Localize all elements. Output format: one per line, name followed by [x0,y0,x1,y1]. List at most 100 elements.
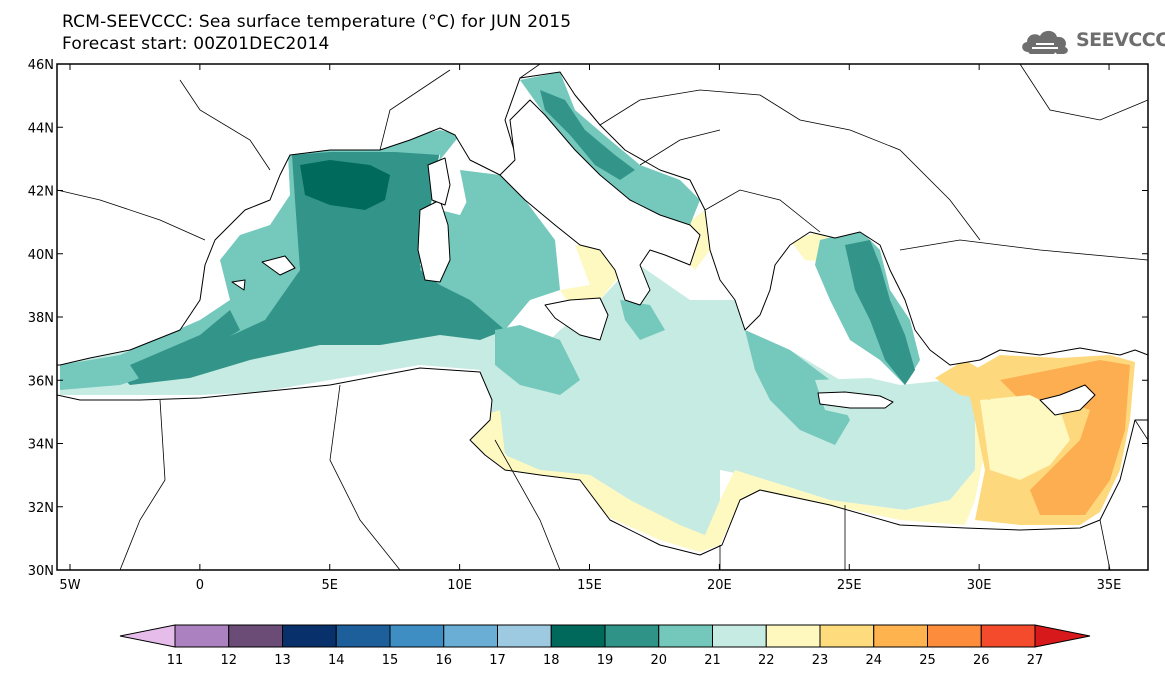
longitude-axis: 5W 0 5E 10E 15E 20E 25E 30E 35E [59,64,1121,593]
sst-20-alboran-edge [130,310,240,380]
crete-island [817,391,894,409]
colorbar-box [389,624,445,648]
border-line [599,89,981,241]
lat-tick-label: 32N [28,501,54,516]
border-line [899,239,1148,261]
border-line [1134,419,1148,441]
lat-tick-label: 34N [28,438,54,453]
sst-23-tyrrhenian-coast [560,245,620,305]
colorbar-box [443,624,498,648]
lon-tick-label: 35E [1097,578,1122,593]
lon-tick-label: 25E [837,578,862,593]
sst-19-gulf-of-lion [300,160,390,210]
italy-peninsula [499,99,701,306]
sicily-island [544,297,609,341]
colorbar-label: 11 [167,653,184,668]
sardinia-island [417,199,451,283]
border-line [119,399,166,570]
colorbar-label: 15 [382,653,399,668]
colorbar-label: 20 [650,653,667,668]
sst-21-ionian-east [745,330,850,445]
colorbar-label: 23 [812,653,829,668]
border-line [379,69,451,151]
border-line [329,384,401,570]
land-masses [57,64,1148,570]
colorbar-label: 25 [919,653,936,668]
colorbar-label: 24 [865,653,882,668]
border-line [1019,64,1148,121]
lat-tick-label: 44N [28,121,54,136]
colorbar-label: 18 [543,653,560,668]
border-line [639,129,721,166]
sst-20-aegean-core [845,240,915,385]
colorbar-label: 27 [1027,653,1044,668]
lat-tick-label: 46N [28,58,54,73]
balearic-island-ibiza [231,279,246,291]
colorbar-box [228,624,283,648]
colorbar-box [658,624,713,648]
colorbar-box [980,624,1036,648]
lon-tick-label: 30E [967,578,992,593]
colorbar-label: 19 [597,653,614,668]
border-line [1099,519,1111,570]
colorbar-box [765,624,821,648]
border-line [494,439,561,570]
colorbar-box [174,624,230,648]
sst-21-sicily-channel [495,325,580,395]
sst-23-cyprus-area [980,395,1070,480]
logo-text: SEEVCCC [1076,29,1165,51]
lon-tick-label: 5W [59,578,80,593]
sst-24-turkey-coast [935,360,990,400]
map-title: RCM-SEEVCCC: Sea surface temperature (°C… [62,12,572,32]
cyprus-island [1039,384,1096,416]
colorbar-label: 26 [973,653,990,668]
lat-tick-label: 36N [28,374,54,389]
colorbar-label: 21 [704,653,721,668]
border-line [519,64,541,79]
border-line [704,189,821,233]
europe-landmass [57,64,1148,366]
colorbar-label: 13 [274,653,291,668]
sst-21-tyrrhenian [460,170,560,320]
colorbar-box [335,624,391,648]
colorbar-box [873,624,928,648]
sst-21-ionian-north [620,300,665,340]
sst-20-adriatic-east [540,90,635,180]
lat-tick-label: 30N [28,564,54,579]
corsica-island [427,157,451,206]
lon-tick-label: 15E [577,578,602,593]
colorbar-box [282,624,337,648]
colorbar-label: 16 [435,653,452,668]
country-borders [57,64,1148,570]
colorbar-label: 17 [489,653,506,668]
africa-landmass [57,367,1148,570]
latitude-axis: 30N 32N 34N 36N 38N 40N 42N 44N 46N [28,58,1148,579]
lon-tick-label: 10E [447,578,472,593]
cloud-icon [1022,30,1068,58]
lat-tick-label: 40N [28,248,54,263]
sst-21-algerian-margin [60,130,555,390]
lat-tick-label: 42N [28,185,54,200]
colorbar-box [604,624,660,648]
colorbar-under-triangle [119,624,176,648]
colorbar-box [550,624,606,648]
seevccc-logo: SEEVCCC [1018,26,1165,58]
border-line [179,79,271,171]
colorbar-box [712,624,767,648]
forecast-start-subtitle: Forecast start: 00Z01DEC2014 [62,34,330,54]
lon-tick-label: 5E [322,578,339,593]
colorbar-over-triangle [1034,624,1091,648]
colorbar-label: 14 [328,653,345,668]
sst-20-western-basin [120,140,505,385]
colorbar-box [927,624,982,648]
colorbar-box [497,624,552,648]
lon-tick-label: 0 [196,578,204,593]
border-line [57,189,206,241]
colorbar-label: 22 [758,653,775,668]
colorbar: 11 12 13 14 15 16 17 18 19 20 21 22 23 24 25 26 27 [119,624,1091,668]
colorbar-box [819,624,875,648]
colorbar-label: 12 [220,653,237,668]
lat-tick-label: 38N [28,311,54,326]
balearic-island-mallorca [261,255,296,276]
